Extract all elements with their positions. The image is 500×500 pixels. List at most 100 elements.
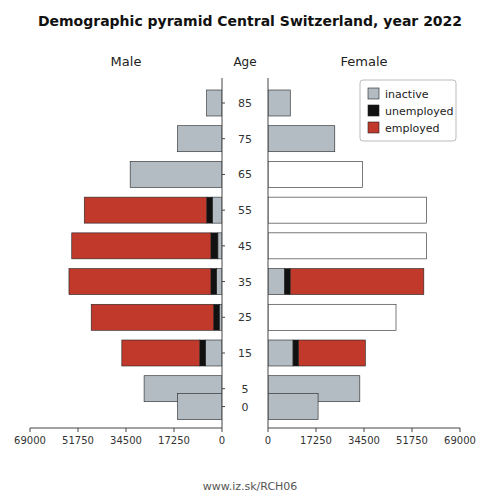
bar-segment — [359, 376, 360, 402]
x-tick — [222, 428, 223, 432]
bar-segment — [268, 394, 318, 420]
bar-segment — [359, 376, 360, 402]
legend-label: unemployed — [385, 105, 453, 118]
x-tick — [126, 428, 127, 432]
panel-title: Female — [340, 54, 387, 69]
bar-segment — [144, 376, 145, 402]
bar-segment — [206, 90, 207, 116]
bar-segment — [218, 233, 222, 259]
bar-segment — [177, 126, 222, 152]
center-axis — [222, 78, 223, 428]
bar-segment — [318, 394, 319, 420]
bar-segment — [268, 126, 335, 152]
bar-segment — [177, 126, 178, 152]
bar-segment — [290, 269, 424, 295]
bar-segment — [318, 394, 319, 420]
bar-segment — [268, 269, 285, 295]
x-tick — [78, 428, 79, 432]
bar-segment — [290, 90, 291, 116]
bar-segment — [299, 340, 366, 366]
y-axis-label: Age — [233, 55, 256, 69]
bar-segment — [268, 233, 427, 259]
bar-segment — [212, 197, 222, 223]
bars — [69, 90, 222, 420]
x-axis: 69000 51750 34500 17250 0 — [14, 428, 225, 446]
panel: 017250345005175069000Femaleinactiveunemp… — [265, 54, 476, 446]
x-tick-label: 0 — [219, 435, 225, 446]
bar-segment — [69, 269, 211, 295]
y-tick — [222, 174, 225, 175]
bar-segment — [130, 161, 222, 187]
x-tick-label: 17250 — [158, 435, 190, 446]
x-tick — [316, 428, 317, 432]
bar-segment — [122, 340, 200, 366]
legend-box — [360, 80, 456, 141]
bar-segment — [205, 340, 222, 366]
y-tick-label: 75 — [238, 133, 252, 146]
bar-segment — [285, 269, 291, 295]
x-tick-label: 51750 — [62, 435, 94, 446]
y-tick-label: 45 — [238, 240, 252, 253]
y-tick — [222, 210, 225, 211]
bar-segment — [177, 126, 178, 152]
bar-segment — [334, 126, 335, 152]
bar-segment — [207, 197, 213, 223]
x-tick-label: 69000 — [14, 435, 46, 446]
bar-segment — [84, 197, 206, 223]
bar-segment — [177, 394, 178, 420]
x-tick-label: 69000 — [444, 435, 476, 446]
panel-title: Male — [111, 54, 142, 69]
y-tick-label: 55 — [238, 204, 252, 217]
bar-segment — [130, 161, 131, 187]
x-tick — [174, 428, 175, 432]
x-tick — [460, 428, 461, 432]
y-tick-label: 5 — [242, 383, 249, 396]
y-tick — [222, 353, 225, 354]
bar-segment — [268, 90, 290, 116]
y-tick — [222, 281, 225, 282]
bar-segment — [207, 90, 222, 116]
bar-segment — [211, 233, 218, 259]
y-tick-label: 85 — [238, 97, 252, 110]
legend: inactive unemployed employed — [360, 80, 456, 141]
bar-segment — [216, 269, 222, 295]
x-tick-label: 0 — [265, 435, 271, 446]
bar-segment — [200, 340, 206, 366]
center-axis — [268, 78, 269, 428]
y-tick — [222, 406, 225, 407]
y-tick — [222, 388, 225, 389]
bar-segment — [268, 197, 427, 223]
y-axis: 85 75 65 55 45 35 25 15 5 0 — [222, 97, 252, 414]
bar-segment — [268, 304, 396, 330]
y-tick-label: 65 — [238, 168, 252, 181]
bar-segment — [214, 304, 220, 330]
chart-title: Demographic pyramid Central Switzerland,… — [38, 13, 462, 29]
bar-segment — [334, 126, 335, 152]
y-tick-label: 15 — [238, 347, 252, 360]
x-tick-label: 51750 — [396, 435, 428, 446]
bar-segment — [290, 90, 291, 116]
y-tick — [222, 245, 225, 246]
legend-label: employed — [385, 122, 440, 135]
footer: www.iz.sk/RCH06 — [203, 480, 298, 493]
y-tick-label: 35 — [238, 276, 252, 289]
bar-segment — [144, 376, 145, 402]
bar-segment — [177, 394, 222, 420]
x-tick — [412, 428, 413, 432]
chart-root: 69000 51750 34500 17250 0 85 75 65 55 45 35 25 15 5 0 M… — [0, 0, 500, 500]
y-tick-label: 25 — [238, 311, 252, 324]
bar-segment — [211, 269, 217, 295]
x-tick — [30, 428, 31, 432]
legend-swatch — [368, 105, 379, 116]
y-tick-label: 0 — [242, 401, 249, 414]
panel: 69000 51750 34500 17250 0 85 75 65 55 45 35 25 15 5 0 M… — [14, 54, 257, 446]
x-tick-label: 34500 — [110, 435, 142, 446]
legend-label: inactive — [385, 88, 429, 101]
bar-segment — [268, 340, 293, 366]
x-tick — [268, 428, 269, 432]
bar-segment — [91, 304, 213, 330]
bar-segment — [268, 161, 363, 187]
y-tick — [222, 103, 225, 104]
legend-swatch — [368, 122, 379, 133]
bar-segment — [293, 340, 299, 366]
